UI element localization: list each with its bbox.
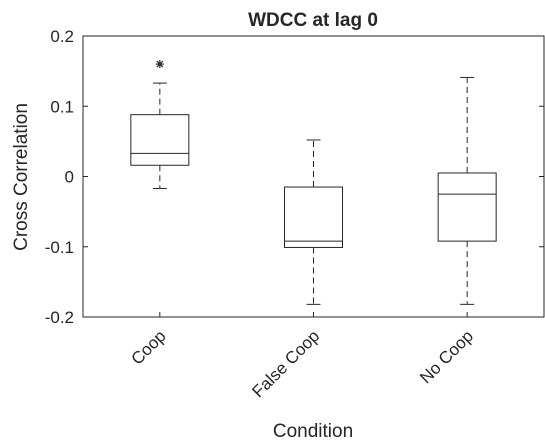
y-tick-label: 0.1: [50, 97, 74, 116]
x-tick-label: No Coop: [416, 326, 477, 387]
x-tick-label: Coop: [127, 326, 169, 368]
x-axis-label: Condition: [273, 421, 353, 441]
outlier-marker: [156, 60, 164, 68]
y-tick-label: -0.1: [45, 238, 74, 257]
iqr-box: [437, 172, 497, 242]
y-tick-label: 0.2: [50, 27, 74, 46]
chart-title: WDCC at lag 0: [248, 10, 378, 31]
y-tick-label: -0.2: [45, 308, 74, 327]
boxes: [130, 60, 497, 305]
iqr-box: [284, 186, 343, 248]
box-group: [130, 60, 190, 189]
y-tick-label: 0: [65, 168, 74, 187]
x-tick-label: False Coop: [248, 326, 323, 401]
box-group: [284, 139, 343, 305]
y-axis-label: Cross Correlation: [11, 103, 32, 251]
box-group: [437, 76, 497, 305]
iqr-box: [130, 114, 190, 166]
axes: -0.2 -0.1 0 0.1 0.2 Coop False Coop No Coop: [45, 27, 545, 401]
